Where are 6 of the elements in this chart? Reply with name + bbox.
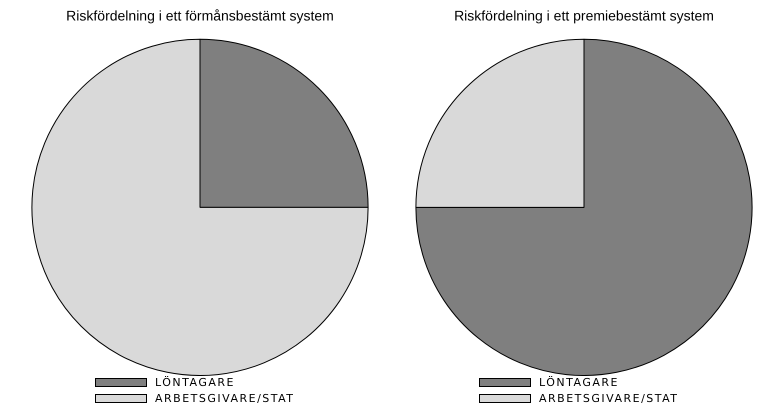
legend-label: LÖNTAGARE [155,376,235,389]
chart-title: Riskfördelning i ett förmånsbestämt system [66,7,334,24]
chart-title: Riskfördelning i ett premiebestämt system [454,7,714,24]
legend-label: LÖNTAGARE [539,376,619,389]
legend-label: ARBETSGIVARE/STAT [539,392,679,405]
legend-label: ARBETSGIVARE/STAT [155,392,295,405]
